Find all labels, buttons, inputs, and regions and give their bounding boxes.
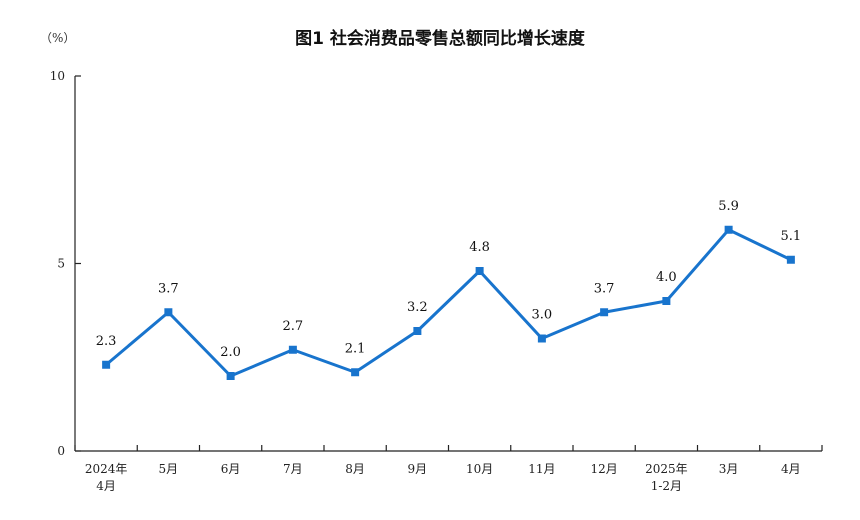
- x-tick-label: 2024年 4月: [85, 462, 128, 493]
- data-label: 4.0: [656, 270, 677, 285]
- x-tick-label: 9月: [408, 462, 428, 476]
- chart-title: 图1 社会消费品零售总额同比增长速度: [295, 28, 586, 49]
- y-tick-label: 5: [57, 257, 65, 271]
- series-polyline: [105, 228, 792, 378]
- data-label: 4.8: [469, 240, 490, 255]
- x-tick-label: 3月: [719, 462, 739, 476]
- data-label: 5.9: [718, 199, 739, 214]
- data-point-marker: [351, 368, 360, 377]
- series-line: [105, 228, 792, 378]
- data-point-marker: [537, 334, 546, 343]
- axes: 0 5 10 2024年 4月 5月 6月 7月 8月 9月 10月 11月 12月 2025年 1-2月 3…: [50, 69, 823, 493]
- x-tick-label: 10月: [466, 462, 493, 476]
- data-label: 2.1: [345, 341, 366, 356]
- x-tick-label: 8月: [345, 462, 365, 476]
- data-label: 2.7: [283, 319, 304, 334]
- data-point-marker: [662, 297, 671, 305]
- data-labels: 2.3 3.7 2.0 2.7 2.1 3.2 4.8 3.0 3.7 4.0 5.9 5.1: [96, 199, 801, 360]
- data-point-marker: [786, 255, 795, 264]
- data-point-marker: [724, 225, 733, 234]
- data-point-marker: [288, 345, 297, 354]
- data-point-marker: [475, 267, 484, 275]
- data-point-marker: [413, 327, 422, 335]
- x-tick-label: 6月: [221, 462, 241, 476]
- data-label: 5.1: [781, 229, 802, 244]
- x-tick-label: 7月: [283, 462, 303, 476]
- x-tick-label: 12月: [590, 462, 617, 476]
- x-tick-label: 11月: [528, 462, 555, 476]
- data-points: [102, 225, 795, 380]
- data-point-marker: [226, 372, 235, 380]
- data-point-marker: [164, 308, 173, 317]
- y-tick-label: 0: [57, 444, 65, 458]
- data-label: 3.7: [594, 281, 615, 296]
- data-label: 3.7: [158, 281, 179, 296]
- data-label: 2.3: [96, 334, 117, 349]
- data-label: 3.0: [532, 308, 553, 323]
- y-tick-label: 10: [50, 69, 65, 83]
- data-point-marker: [600, 308, 609, 317]
- x-tick-label: 4月: [781, 462, 801, 476]
- x-tick-label: 2025年 1-2月: [645, 462, 688, 493]
- data-point-marker: [102, 360, 111, 369]
- y-unit-label: （%）: [40, 31, 75, 45]
- data-label: 2.0: [220, 345, 241, 360]
- x-tick-label: 5月: [159, 462, 179, 476]
- data-label: 3.2: [407, 300, 428, 315]
